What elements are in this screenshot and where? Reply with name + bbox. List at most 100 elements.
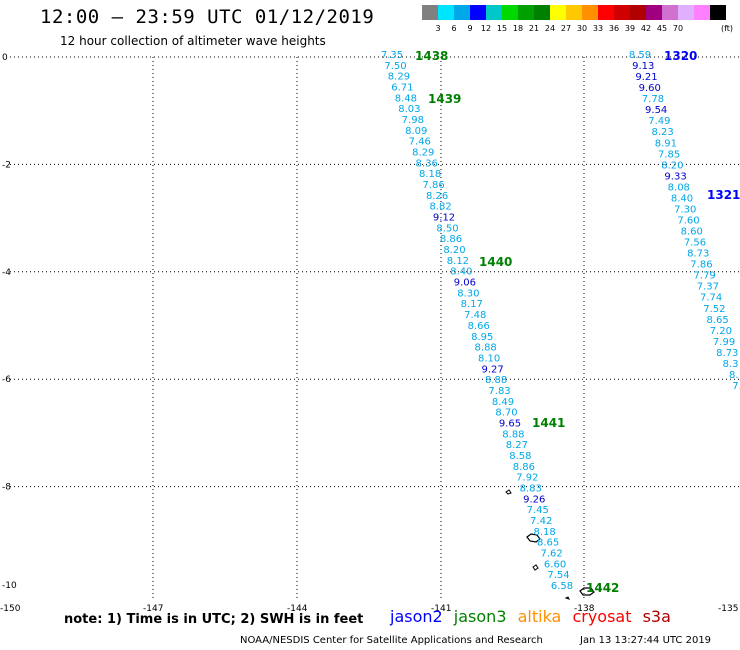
wave-height-label: 8. [729,370,739,381]
island-3 [532,564,539,571]
wave-height-label: 9.26 [523,494,545,505]
legend-swatch [630,5,646,20]
legend-swatch [582,5,598,20]
legend-swatch [566,5,582,20]
legend-swatch [614,5,630,20]
wave-height-label: 7.86 [422,180,444,191]
legend-unit: (ft) [720,24,734,33]
legend-label: 27 [560,24,572,33]
wave-height-label: 8.88 [475,343,497,354]
x-tick-label: -138 [574,604,595,614]
x-tick-label: -150 [0,604,21,614]
legend-label: 33 [592,24,604,33]
wave-height-label: 8.86 [513,462,535,473]
y-tick-label: -2 [2,160,11,170]
wave-height-label: 7.48 [464,310,486,321]
legend-swatch [646,5,662,20]
wave-height-label: 9.33 [664,171,686,182]
wave-height-label: 7.20 [710,326,732,337]
y-tick-label: -6 [2,375,11,385]
wave-height-label: 7.45 [527,505,549,516]
wave-height-label: 8.65 [706,315,728,326]
legend-swatch [550,5,566,20]
wave-height-label: 7.54 [547,570,569,581]
wave-height-label: 8.10 [478,353,500,364]
legend-swatch [534,5,550,20]
legend-label: 30 [576,24,588,33]
axis-ticks: 0 -2 -4 -6 -8 -10 -150 -147 -144 -141 -138 -135 [0,53,738,614]
wave-height-label: 8.91 [655,138,677,149]
legend-label: 3 [435,24,441,33]
wave-height-label: 7.42 [530,516,552,527]
wave-height-label: 8.30 [457,288,479,299]
map-grid [10,56,740,598]
wave-height-label: 8.73 [716,348,738,359]
wave-height-label: 7.62 [540,548,562,559]
sat-cryosat: cryosat [572,607,632,626]
wave-height-label: 9.60 [639,83,661,94]
legend-label: 21 [528,24,540,33]
legend-swatch [694,5,710,20]
legend-label: 6 [451,24,457,33]
wave-height-label: 7.52 [703,304,725,315]
legend-swatch [422,5,438,20]
wave-height-label: 8.83 [520,483,542,494]
page-title: 12:00 — 23:59 UTC 01/12/2019 [40,6,375,28]
sat-altika: altika [517,607,562,626]
footer-note: note: 1) Time is in UTC; 2) SWH is in fe… [64,612,364,627]
legend-swatch [518,5,534,20]
wave-height-label: 7.37 [697,282,719,293]
island-5 [564,596,570,600]
wave-height-label: 8.29 [388,72,410,83]
wave-height-label: 9.27 [481,364,503,375]
legend-swatch [438,5,454,20]
legend-label: 12 [480,24,492,33]
wave-height-label: 9.21 [635,72,657,83]
wave-height-label: 8.18 [534,527,556,538]
wave-height-label: 7.86 [690,260,712,271]
wave-height-label: 8.29 [412,148,434,159]
wave-height-label: 8.12 [447,256,469,267]
x-tick-label: -144 [287,604,308,614]
legend-swatch [486,5,502,20]
wave-height-label: 8.23 [652,127,674,138]
wave-height-label: 7.56 [684,238,706,249]
wave-height-label: 8.58 [509,451,531,462]
wave-height-label: 7.83 [488,386,510,397]
wave-height-label: 8.09 [405,126,427,137]
legend-swatch [470,5,486,20]
legend-swatch [502,5,518,20]
legend-label: 42 [640,24,652,33]
wave-height-label: 7.98 [402,115,424,126]
y-tick-label: -10 [2,581,17,591]
pass-label: 1439 [428,92,461,106]
legend-label: 9 [467,24,473,33]
island-2 [526,533,541,543]
pass-label: 1440 [479,255,512,269]
track-layer: 7.357.508.296.718.488.037.988.097.468.29… [381,49,740,595]
wave-height-label: 8.50 [436,223,458,234]
wave-height-label: 7.50 [384,61,406,72]
wave-height-label: 8.88 [502,429,524,440]
wave-height-label: 8.66 [468,321,490,332]
wave-height-label: 8.59 [629,50,651,61]
wave-height-label: 9.13 [632,61,654,72]
pass-label: 1321 [707,188,740,202]
sat-jason3: jason3 [453,607,507,626]
y-tick-label: -4 [2,268,11,278]
sat-jason2: jason2 [390,607,443,626]
legend-label: 15 [496,24,508,33]
islands [505,489,595,600]
wave-height-label: 7.99 [713,337,735,348]
satellite-legend: jason2 jason3 altika cryosat s3a [390,607,677,626]
legend-label: 70 [672,24,684,33]
wave-height-label: 7.30 [674,204,696,215]
wave-height-label: 8.88 [485,375,507,386]
legend-label: 24 [544,24,556,33]
wave-height-label: 8.48 [395,93,417,104]
wave-height-label: 8.49 [492,397,514,408]
wave-height-label: 7.74 [700,293,722,304]
wave-height-label: 8.03 [398,104,420,115]
pass-label: 1441 [532,416,565,430]
